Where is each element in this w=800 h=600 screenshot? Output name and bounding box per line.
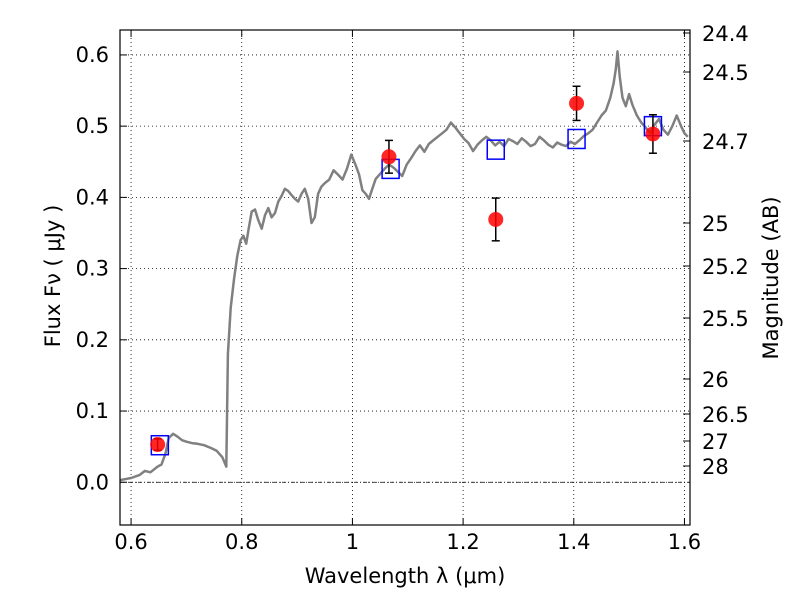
magnitude-tick-label: 28 <box>702 455 729 479</box>
observed-layer <box>150 85 661 453</box>
magnitude-tick-label: 24.5 <box>702 61 749 85</box>
y-tick-label: 0.6 <box>76 43 109 67</box>
x-tick-label: 1 <box>346 530 359 554</box>
x-tick-labels: 0.6 0.8 1 1.2 1.4 1.6 <box>114 530 701 554</box>
x-tick-label: 1.2 <box>446 530 479 554</box>
magnitude-tick-label: 24.4 <box>702 22 749 46</box>
observed-point <box>645 126 661 142</box>
magnitude-tick-label: 26.5 <box>702 403 749 427</box>
y-tick-label: 0.1 <box>76 399 109 423</box>
y-axis-label: Flux Fν ( μJy ) <box>41 205 65 348</box>
y-tick-label: 0.2 <box>76 328 109 352</box>
magnitude-tick-label: 25.2 <box>702 255 749 279</box>
spectrum-layer <box>119 50 689 482</box>
magnitude-tick-label: 27 <box>702 430 729 454</box>
x-tick-label: 0.6 <box>114 530 147 554</box>
x-tick-label: 1.4 <box>557 530 590 554</box>
x-tick-label: 0.8 <box>225 530 258 554</box>
spectrum-line <box>119 50 689 482</box>
observed-point <box>569 95 585 111</box>
model-point <box>486 139 506 160</box>
y-tick-label: 0.3 <box>76 257 109 281</box>
y-tick-label: 0.4 <box>76 185 109 209</box>
plot-frame <box>119 29 691 526</box>
x-tick-label: 1.6 <box>668 530 701 554</box>
magnitude-tick-label: 24.7 <box>702 130 749 154</box>
observed-point <box>150 437 166 453</box>
magnitude-tick-label: 25 <box>702 212 729 236</box>
y-tick-labels: 0.0 0.1 0.2 0.3 0.4 0.5 0.6 <box>76 43 109 494</box>
tick-layer <box>120 30 690 525</box>
x-axis-label: Wavelength λ (μm) <box>305 564 506 588</box>
observed-point <box>488 211 504 227</box>
magnitude-tick-label: 25.5 <box>702 307 749 331</box>
y-tick-label: 0.5 <box>76 114 109 138</box>
grid-layer <box>120 30 690 525</box>
magnitude-axis-label: Magnitude (AB) <box>759 196 783 359</box>
model-point <box>567 128 586 150</box>
observed-point <box>381 149 397 165</box>
y-tick-label: 0.0 <box>76 470 109 494</box>
magnitude-tick-label: 26 <box>702 368 729 392</box>
